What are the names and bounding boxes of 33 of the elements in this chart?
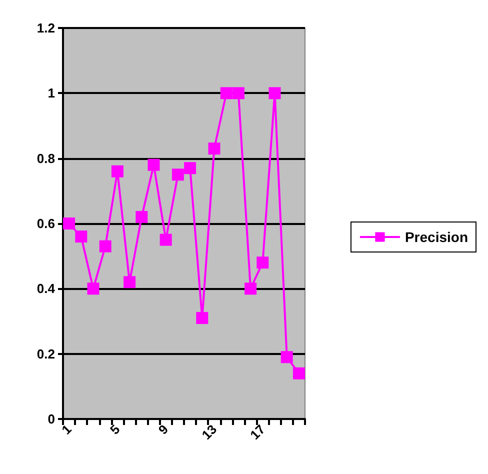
point — [268, 87, 281, 100]
point — [172, 168, 184, 181]
point — [256, 256, 269, 269]
point — [99, 240, 112, 252]
point — [124, 276, 136, 288]
point — [148, 158, 160, 171]
y-tick-label: 0 — [48, 412, 55, 426]
point — [244, 282, 257, 295]
x-tick-label: 13 — [198, 422, 220, 443]
point — [208, 142, 220, 155]
point — [220, 87, 232, 100]
y-tick-label: 0.2 — [36, 346, 55, 362]
x-tick-label: 1 — [58, 422, 74, 438]
point — [160, 234, 172, 246]
point — [280, 351, 293, 364]
point — [87, 282, 100, 295]
x-tick-label: 5 — [107, 422, 123, 438]
point — [111, 165, 124, 178]
x-tick-label: 17 — [247, 422, 268, 443]
x-tick-label: 9 — [155, 422, 172, 438]
y-tick-label: 1.2 — [36, 20, 55, 36]
point — [184, 162, 196, 174]
point — [136, 210, 148, 223]
legend-label: Precision — [404, 229, 468, 245]
y-tick-label: 0.4 — [36, 281, 56, 296]
point — [63, 218, 76, 230]
y-tick-label: 0.8 — [36, 150, 55, 166]
point — [292, 367, 305, 380]
point — [75, 230, 88, 243]
point — [196, 312, 208, 324]
y-tick-label: 1 — [48, 86, 55, 101]
y-tick-label: 0.6 — [36, 216, 55, 231]
point — [232, 87, 244, 100]
